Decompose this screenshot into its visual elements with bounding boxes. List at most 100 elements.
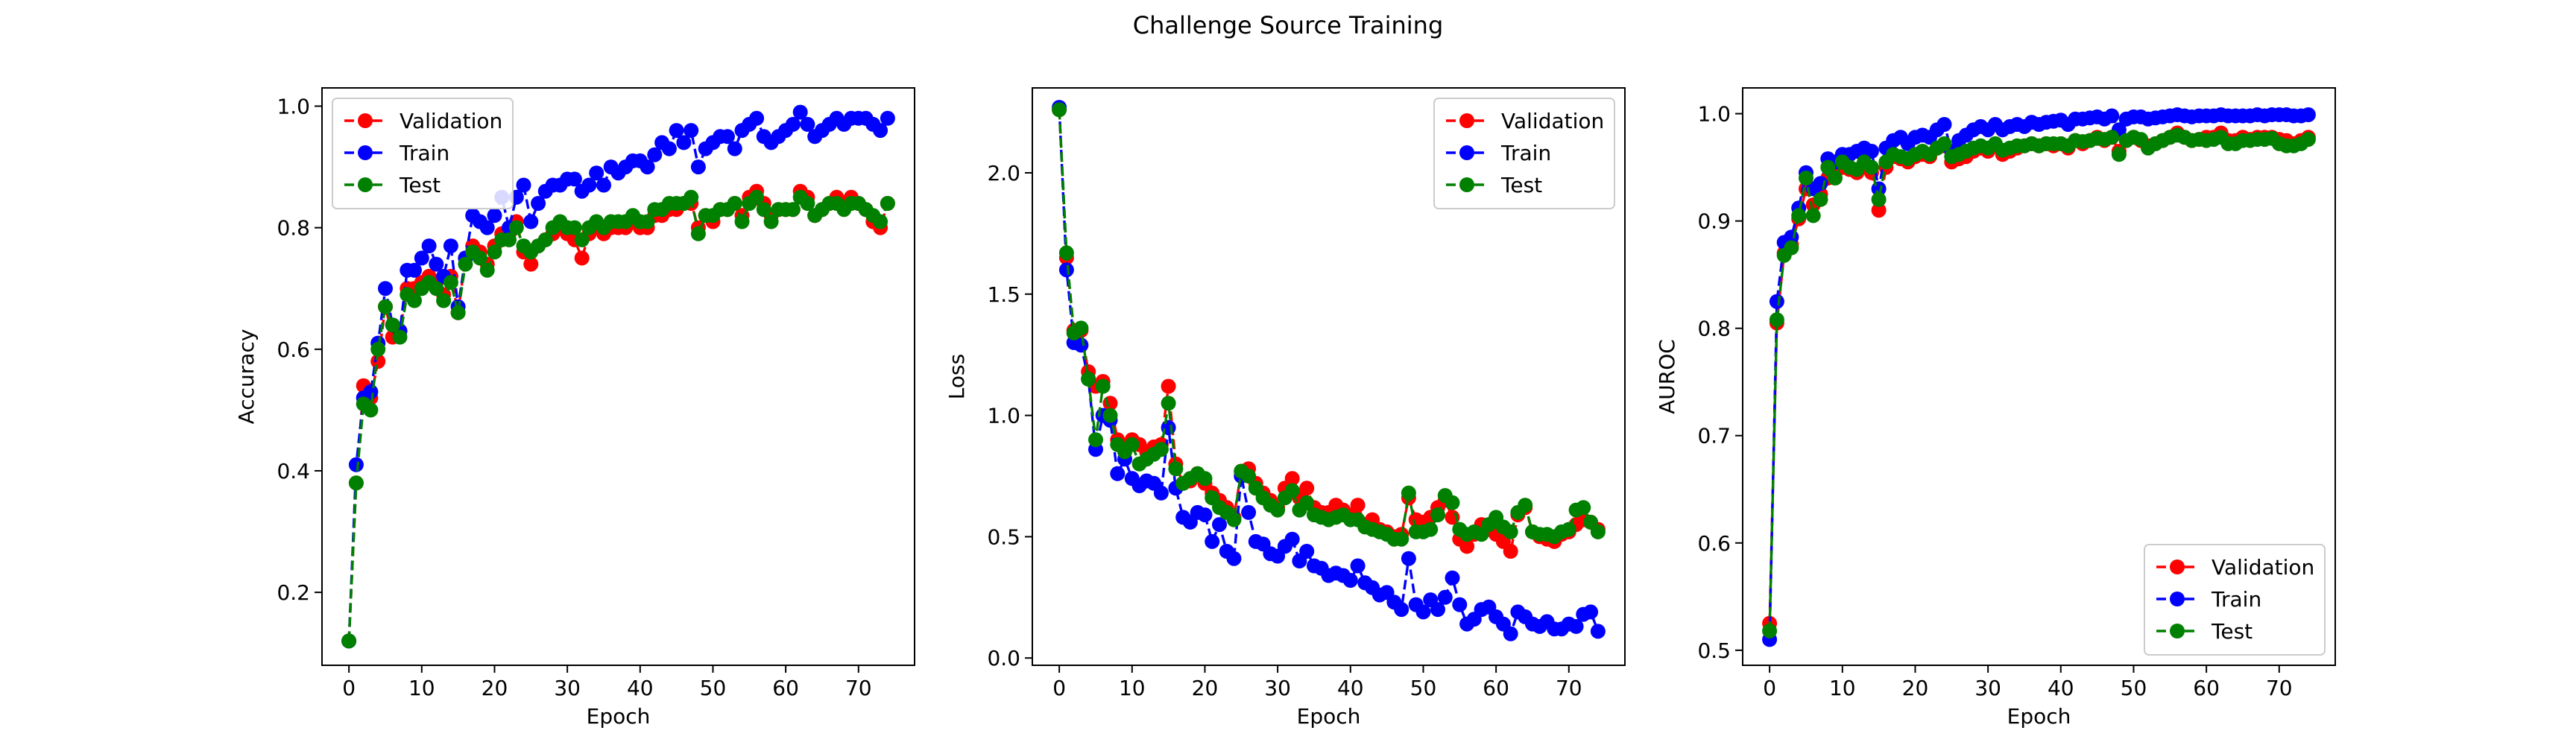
data-point-test [385, 317, 400, 333]
data-point-test [458, 256, 473, 272]
data-point-test [1828, 171, 1843, 186]
data-point-train [581, 177, 597, 193]
data-point-train [785, 116, 801, 132]
legend-marker [358, 177, 373, 192]
data-point-train [378, 281, 393, 297]
data-point-test [566, 220, 582, 235]
legend-box [1433, 98, 1615, 209]
data-point-test [1299, 495, 1315, 510]
y-tick-label: 1.5 [987, 282, 1020, 307]
x-tick-label: 70 [1556, 676, 1582, 700]
data-point-train [1863, 144, 1879, 159]
chart-auroc: 0 10 20 30 40 50 60 70 0.5 0.6 0.7 0.8 0.9 1.0 Epoch AU… [1655, 87, 2336, 729]
x-tick-label: 60 [2193, 676, 2220, 700]
data-point-train [1452, 597, 1468, 612]
y-axis-label: Loss [944, 354, 969, 399]
data-point-test [1936, 136, 1952, 151]
data-point-train [720, 129, 735, 145]
data-point-train [1110, 466, 1126, 481]
data-point-train [407, 262, 422, 278]
data-point-test [684, 189, 699, 205]
data-point-validation [1299, 481, 1315, 496]
x-tick-label: 10 [408, 676, 435, 700]
legend-box [2144, 544, 2326, 656]
data-point-train [873, 123, 888, 139]
x-tick-label: 40 [2048, 676, 2074, 700]
data-point-test [1805, 208, 1821, 224]
data-point-train [1503, 626, 1518, 641]
data-point-train [727, 141, 742, 156]
x-tick-label: 40 [1337, 676, 1364, 700]
data-point-test [1430, 507, 1445, 523]
data-point-train [566, 171, 582, 187]
x-axis-label: Epoch [2007, 704, 2071, 729]
data-point-train [880, 110, 895, 126]
data-point-test [2300, 132, 2316, 148]
data-point-train [1212, 517, 1227, 533]
data-point-test [1799, 171, 1813, 186]
data-point-test [1762, 623, 1778, 638]
data-point-validation [1503, 544, 1518, 559]
data-point-train [647, 147, 663, 162]
data-point-train [596, 177, 611, 193]
legend-label-validation: Validation [1501, 109, 1604, 133]
x-tick-label: 70 [2266, 676, 2293, 700]
y-tick-label: 0.5 [987, 524, 1020, 549]
data-point-test [487, 244, 502, 260]
data-point-validation [1459, 539, 1475, 554]
y-axis-label: AUROC [1655, 339, 1679, 414]
data-point-train [1936, 117, 1952, 132]
x-axis-label: Epoch [1297, 704, 1361, 729]
data-point-validation [1284, 471, 1300, 486]
data-point-train [676, 135, 692, 150]
data-point-test [1518, 498, 1533, 513]
data-point-train [414, 250, 429, 266]
data-point-train [661, 141, 677, 156]
data-point-validation [1871, 203, 1887, 218]
legend-marker [2170, 592, 2185, 606]
data-point-train [1350, 558, 1366, 574]
x-tick-label: 30 [1974, 676, 2001, 700]
data-point-train [1401, 551, 1416, 566]
data-point-test [2111, 147, 2127, 162]
x-tick-label: 20 [482, 676, 508, 700]
data-point-train [1153, 485, 1169, 501]
data-point-test [1871, 191, 1887, 207]
legend-label-test: Test [399, 173, 441, 197]
data-point-validation [1350, 498, 1366, 513]
data-point-train [1342, 573, 1358, 588]
data-point-validation [523, 256, 539, 272]
x-tick-label: 50 [1410, 676, 1437, 700]
y-axis-label: Accuracy [234, 329, 259, 425]
data-point-train [487, 208, 502, 224]
data-point-test [1153, 442, 1169, 457]
legend: Validation Train Test [332, 98, 514, 209]
data-point-test [1590, 524, 1606, 539]
data-point-train [1769, 294, 1784, 309]
data-point-test [479, 262, 495, 278]
data-point-test [1820, 159, 1836, 175]
data-point-validation [370, 354, 386, 370]
data-point-test [1813, 191, 1828, 207]
y-tick-label: 1.0 [277, 94, 310, 118]
data-point-train [1437, 589, 1453, 605]
data-point-test [378, 299, 393, 314]
data-point-train [523, 214, 539, 229]
data-point-train [640, 159, 655, 175]
data-point-test [1058, 245, 1074, 261]
data-point-test [407, 293, 422, 308]
x-axis-label: Epoch [587, 704, 651, 729]
data-point-train [1299, 544, 1315, 559]
data-point-test [1270, 502, 1286, 518]
data-point-train [690, 159, 706, 175]
x-tick-label: 70 [845, 676, 872, 700]
axes-frame [1742, 87, 2336, 666]
data-point-test [763, 214, 779, 229]
x-tick-label: 30 [554, 676, 581, 700]
data-point-test [1241, 469, 1257, 484]
y-tick-label: 0.7 [1697, 424, 1731, 448]
y-tick-label: 0.0 [987, 646, 1020, 670]
data-point-test [348, 475, 364, 491]
data-point-train [443, 238, 458, 254]
data-point-test [873, 214, 888, 229]
